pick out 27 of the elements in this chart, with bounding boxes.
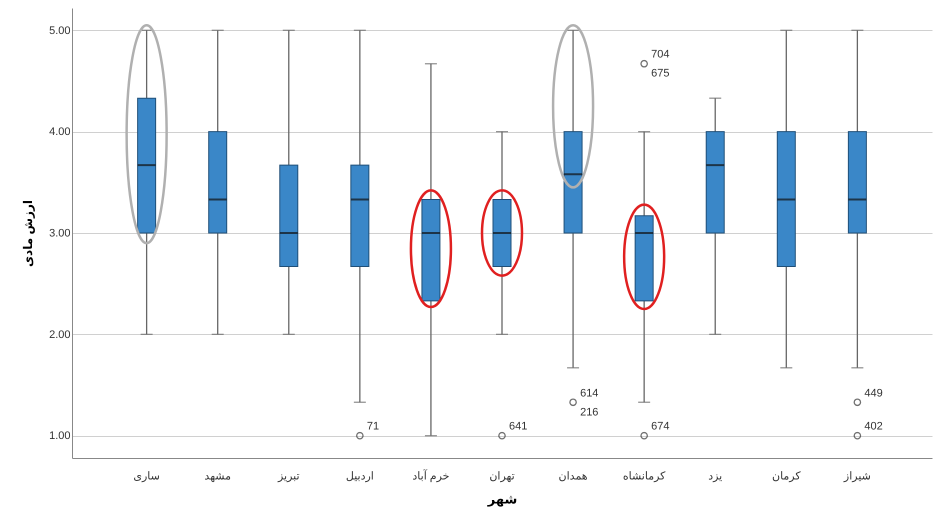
y-tick-label: 4.00	[49, 126, 70, 138]
annotation: 675	[651, 68, 670, 80]
annotation: 704	[651, 48, 670, 61]
y-axis-title: ارزش مادی	[21, 200, 36, 267]
annotation: 402	[864, 420, 883, 433]
y-tick-label: 1.00	[49, 430, 70, 442]
annotation: 449	[864, 387, 883, 400]
x-axis-title: شهر	[486, 492, 518, 508]
x-tick-label: کرمان	[772, 470, 802, 482]
x-tick-label: کرمانشاه	[622, 470, 666, 482]
annotation: 71	[366, 420, 380, 433]
x-tick-label: خرم آباد	[412, 468, 450, 482]
y-tick-label: 2.00	[49, 328, 70, 341]
x-tick-label: ساری	[133, 470, 160, 482]
y-tick-label: 3.00	[49, 228, 70, 240]
x-tick-label: همدان	[558, 470, 588, 482]
annotation: 641	[509, 420, 528, 433]
annotation: 674	[651, 420, 670, 433]
x-tick-label: مشهد	[204, 470, 232, 482]
x-tick-label: تهران	[489, 470, 515, 482]
x-tick-label: تبریز	[276, 470, 300, 482]
x-tick-label: اردبیل	[346, 470, 374, 482]
y-tick-label: 5.00	[49, 24, 70, 37]
x-tick-label: یزد	[708, 470, 722, 482]
x-tick-label: شیراز	[842, 470, 871, 482]
annotation: 614	[580, 387, 598, 400]
annotation: 216	[580, 406, 598, 418]
